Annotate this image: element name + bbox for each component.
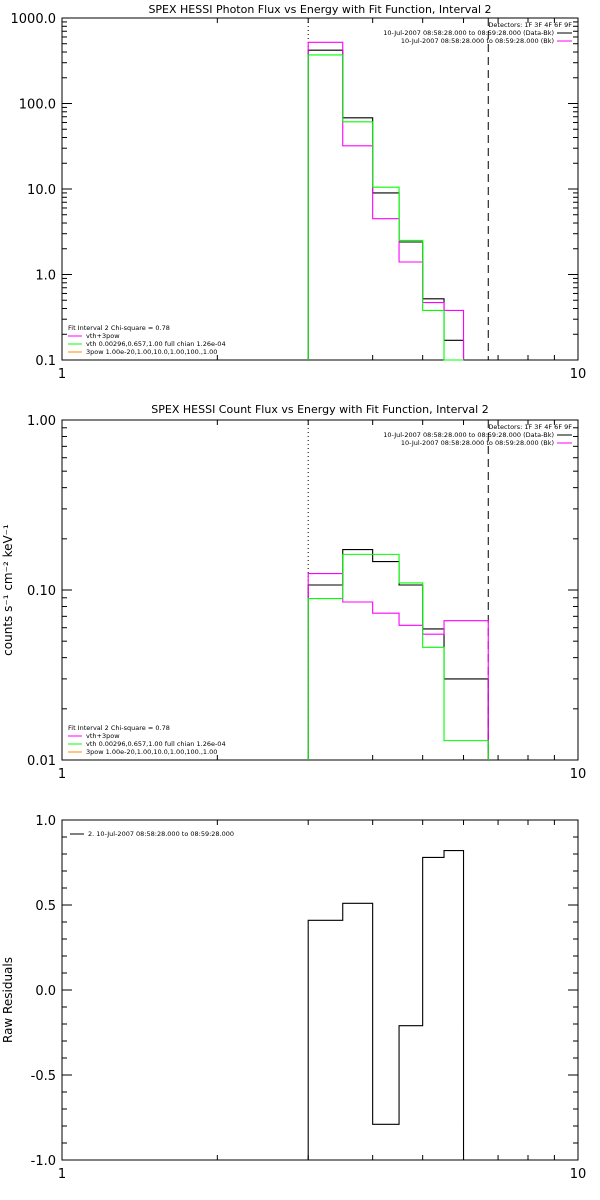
legend-entry: 3pow 1.00e-20,1.00,10.0,1.00,100.,1.00	[86, 348, 217, 356]
chart-title: SPEX HESSI Photon Flux vs Energy with Fi…	[148, 3, 491, 16]
chart-title: SPEX HESSI Count Flux vs Energy with Fit…	[151, 403, 488, 416]
y-tick-label: 0.0	[35, 984, 56, 999]
legend-entry: vth 0.00296,0.657,1.00 full chian 1.26e-…	[86, 740, 226, 748]
legend-entry: 10-Jul-2007 08:58:28.000 to 08:59:28.000…	[401, 37, 554, 45]
legend-entry: Fit Interval 2 Chi-square = 0.78	[68, 724, 170, 732]
series-0-step-line	[307, 850, 465, 1160]
legend-entry: 3pow 1.00e-20,1.00,10.0,1.00,100.,1.00	[86, 748, 217, 756]
y-tick-label: 0.5	[35, 899, 56, 914]
series-0-step-line	[307, 49, 465, 360]
x-tick-label: 1	[58, 1167, 66, 1182]
series-1-step-line	[307, 41, 465, 360]
y-tick-label: 1.00	[27, 414, 56, 429]
y-tick-label: 10.0	[27, 183, 56, 198]
residuals-chart: Raw Residuals 1 10 -1.0 -0.5 0.0 0.5 1.0 2. 10-…	[1, 814, 586, 1182]
legend-entry: vth+3pow	[86, 332, 120, 340]
y-tick-label: 0.1	[35, 354, 56, 369]
y-tick-label: 1.0	[35, 269, 56, 284]
x-tick-label: 10	[570, 367, 587, 382]
y-tick-label: -1.0	[31, 1154, 56, 1169]
x-tick-label: 10	[570, 767, 587, 782]
y-tick-label: 100.0	[19, 98, 56, 113]
legend-entry: 10-Jul-2007 08:58:28.000 to 08:59:28.000…	[383, 29, 554, 37]
y-tick-label: 0.10	[27, 584, 56, 599]
x-tick-label: 1	[58, 367, 66, 382]
legend-entry: vth 0.00296,0.657,1.00 full chian 1.26e-…	[86, 340, 226, 348]
y-tick-label: 0.01	[27, 754, 56, 769]
legend-entry: 10-Jul-2007 08:58:28.000 to 08:59:28.000…	[401, 439, 554, 447]
legend-entry: Detectors: 1F 3F 4F 6F 9F	[488, 21, 572, 29]
legend-entry: 10-Jul-2007 08:58:28.000 to 08:59:28.000…	[383, 431, 554, 439]
x-tick-label: 10	[570, 1167, 587, 1182]
y-tick-label: -0.5	[31, 1069, 56, 1084]
legend-entry: Detectors: 1F 3F 4F 6F 9F	[488, 423, 572, 431]
photon-flux-chart: SPEX HESSI Photon Flux vs Energy with Fi…	[11, 3, 587, 382]
series-0-step-line	[307, 548, 489, 760]
x-tick-label: 1	[58, 767, 66, 782]
y-tick-label: 1000.0	[11, 12, 57, 27]
plot-frame	[61, 419, 579, 761]
legend-entry: Fit Interval 2 Chi-square = 0.78	[68, 324, 170, 332]
y-axis-label: Raw Residuals	[1, 957, 15, 1043]
count-flux-chart: SPEX HESSI Count Flux vs Energy with Fit…	[1, 403, 586, 782]
y-axis-label: counts s⁻¹ cm⁻² keV⁻¹	[1, 524, 15, 656]
legend-entry: vth+3pow	[86, 732, 120, 740]
legend-entry: 2. 10-Jul-2007 08:58:28.000 to 08:59:28.…	[88, 830, 234, 838]
plot-frame	[61, 17, 579, 361]
series-1-step-line	[307, 572, 489, 760]
series-2-step-line	[307, 54, 464, 361]
plot-frame	[61, 819, 579, 1161]
y-tick-label: 1.0	[35, 814, 56, 829]
series-2-step-line	[307, 553, 489, 760]
